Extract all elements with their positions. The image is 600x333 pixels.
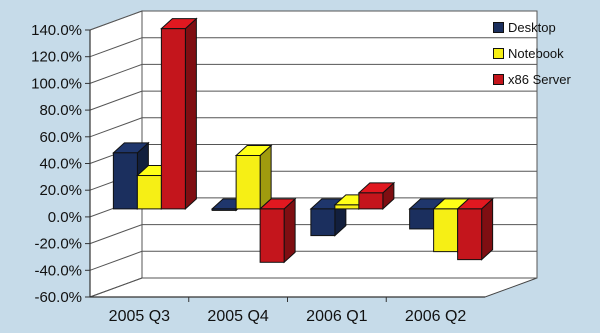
y-tick-label: 0.0%	[48, 209, 82, 226]
legend-item: Notebook	[493, 40, 571, 66]
y-tick-label: 40.0%	[39, 156, 82, 173]
bar-x86-server-1-side	[283, 197, 296, 264]
y-tick-label: 20.0%	[39, 182, 82, 199]
y-tick-label: 80.0%	[39, 102, 82, 119]
x-tick-label: 2005 Q3	[109, 308, 170, 325]
y-tick-label: 60.0%	[39, 129, 82, 146]
legend-swatch	[493, 73, 504, 85]
bar-desktop-2	[310, 208, 336, 237]
bar-desktop-1	[211, 208, 237, 211]
legend-item: Desktop	[493, 14, 571, 40]
x-tick-label: 2006 Q1	[306, 308, 367, 325]
bar-notebook-1	[235, 155, 261, 210]
x-tick-label: 2006 Q2	[405, 308, 466, 325]
bar-x86-server-1	[259, 208, 285, 263]
bar-x86-server-2	[358, 192, 384, 210]
bar-desktop-0	[112, 152, 138, 210]
legend-swatch	[493, 21, 504, 33]
legend-item: x86 Server	[493, 66, 571, 92]
bar-x86-server-0-side	[184, 17, 197, 211]
legend-label: x86 Server	[508, 71, 571, 87]
legend-label: Notebook	[508, 45, 564, 61]
y-tick-label: -40.0%	[34, 262, 82, 279]
legend-label: Desktop	[508, 19, 556, 35]
bar-notebook-0	[136, 175, 162, 210]
bar-notebook-2	[334, 204, 360, 210]
y-tick-label: -60.0%	[34, 289, 82, 306]
bar-x86-server-0	[160, 28, 186, 210]
x-tick-label: 2005 Q4	[207, 308, 268, 325]
y-tick-label: 120.0%	[31, 49, 82, 66]
y-tick-label: 140.0%	[31, 22, 82, 39]
bar-notebook-1-side	[259, 144, 272, 211]
bar-desktop-3	[409, 208, 435, 230]
y-tick-label: 100.0%	[31, 75, 82, 92]
y-tick-label: -20.0%	[34, 236, 82, 253]
legend: Desktop Notebook x86 Server	[493, 14, 571, 92]
floor	[89, 277, 538, 298]
bar-x86-server-3	[457, 208, 483, 261]
bar-notebook-3	[433, 208, 459, 253]
legend-swatch	[493, 47, 504, 59]
